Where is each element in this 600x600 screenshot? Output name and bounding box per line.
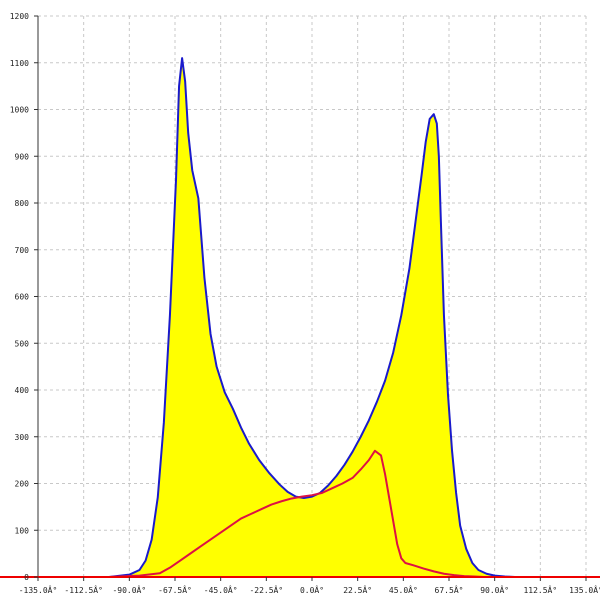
x-tick-label: -45.0Â°: [204, 584, 238, 595]
y-tick-label: 0: [24, 573, 29, 582]
x-tick-label: -135.0Â°: [19, 584, 58, 595]
x-tick-label: -90.0Â°: [112, 584, 146, 595]
series-0-area: [109, 58, 515, 577]
y-tick-label: 100: [15, 526, 30, 535]
x-tick-label: 67.5Â°: [435, 584, 464, 595]
y-tick-label: 1100: [10, 59, 29, 68]
series-0-line: [108, 57, 516, 578]
x-tick-label: 0.0Â°: [300, 584, 324, 595]
x-tick-label: 112.5Â°: [523, 584, 557, 595]
gridlines: [38, 15, 587, 577]
x-tick-label: -112.5Â°: [64, 584, 103, 595]
y-tick-label: 600: [15, 293, 30, 302]
axes: [0, 15, 600, 581]
y-tick-label: 700: [15, 246, 30, 255]
y-tick-label: 800: [15, 199, 30, 208]
x-tick-label: -22.5Â°: [249, 584, 283, 595]
x-tick-label: 90.0Â°: [480, 584, 509, 595]
series-layer: [108, 57, 516, 578]
y-tick-label: 400: [15, 386, 30, 395]
x-tick-label: 45.0Â°: [389, 584, 418, 595]
y-tick-label: 1000: [10, 106, 29, 115]
series-1-line: [108, 449, 515, 578]
y-tick-label: 500: [15, 339, 30, 348]
y-tick-labels: 0 100 200 300 400 500 600 700 800 900 1000 1100 1200: [10, 12, 29, 582]
y-tick-label: 900: [15, 152, 30, 161]
y-tick-label: 1200: [10, 12, 29, 21]
x-tick-label: -67.5Â°: [158, 584, 192, 595]
x-tick-labels: -135.0Â° -112.5Â° -90.0Â° -67.5Â° -45.0Â° -22…: [19, 584, 600, 595]
x-tick-label: 22.5Â°: [343, 584, 372, 595]
x-tick-label: 135.0Â°: [569, 584, 600, 595]
y-tick-label: 300: [15, 433, 30, 442]
y-tick-label: 200: [15, 480, 30, 489]
